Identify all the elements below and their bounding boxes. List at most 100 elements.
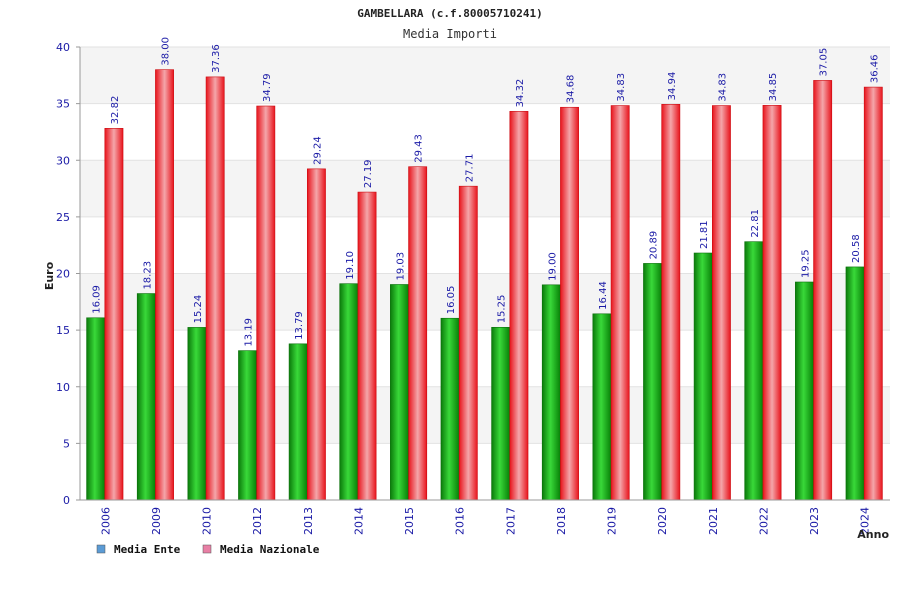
x-tick-label: 2019 bbox=[606, 507, 619, 535]
bar-media-ente-2013 bbox=[288, 343, 308, 501]
value-label: 15.25 bbox=[497, 295, 508, 324]
bar-media-ente-2009 bbox=[136, 293, 156, 501]
bar-media-nazionale-2012 bbox=[256, 105, 276, 501]
y-tick-label: 35 bbox=[56, 98, 70, 111]
bar-media-ente-2017 bbox=[491, 326, 511, 501]
value-label: 19.10 bbox=[345, 251, 356, 280]
x-axis-label: Anno bbox=[857, 528, 889, 541]
x-tick-label: 2006 bbox=[99, 507, 112, 535]
value-label: 36.46 bbox=[869, 54, 880, 83]
value-label: 34.79 bbox=[262, 73, 273, 102]
value-label: 29.43 bbox=[414, 134, 425, 163]
legend: Media Ente Media Nazionale bbox=[96, 543, 320, 556]
x-tick-label: 2021 bbox=[707, 507, 720, 535]
value-label: 19.00 bbox=[547, 252, 558, 281]
bar-media-ente-2015 bbox=[390, 284, 409, 501]
x-tick-label: 2012 bbox=[251, 507, 264, 535]
x-tick-label: 2014 bbox=[352, 507, 365, 535]
y-axis-label: Euro bbox=[43, 261, 56, 290]
bar-media-ente-2016 bbox=[440, 317, 460, 501]
value-label: 22.81 bbox=[750, 209, 761, 238]
bar-media-ente-2021 bbox=[693, 252, 713, 501]
value-label: 13.79 bbox=[294, 311, 305, 340]
y-tick-label: 40 bbox=[56, 41, 70, 54]
x-tick-label: 2024 bbox=[859, 507, 872, 535]
chart-subtitle: Media Importi bbox=[403, 27, 497, 41]
value-label: 16.05 bbox=[446, 286, 457, 315]
bar-media-nazionale-2009 bbox=[155, 69, 174, 501]
bar-media-nazionale-2023 bbox=[813, 80, 833, 501]
bar-media-nazionale-2020 bbox=[661, 104, 681, 501]
bar-media-ente-2019 bbox=[592, 313, 612, 501]
bar-media-ente-2022 bbox=[744, 241, 764, 501]
value-label: 34.32 bbox=[515, 79, 526, 108]
legend-swatch-media-ente bbox=[96, 544, 106, 554]
bar-media-nazionale-2018 bbox=[560, 106, 579, 501]
value-labels: 16.09 32.82 18.23 38.00 15.24 37.36 13.19 34.79… bbox=[92, 37, 881, 347]
bar-media-nazionale-2013 bbox=[307, 168, 326, 501]
y-tick-label: 15 bbox=[56, 324, 70, 337]
x-tick-label: 2015 bbox=[403, 507, 416, 535]
bar-media-nazionale-2022 bbox=[762, 105, 782, 501]
x-tick-label: 2022 bbox=[757, 507, 770, 535]
value-label: 18.23 bbox=[142, 261, 153, 290]
bar-media-nazionale-2017 bbox=[509, 111, 529, 501]
bar-media-ente-2014 bbox=[339, 283, 359, 501]
value-label: 19.25 bbox=[800, 249, 811, 278]
bar-media-ente-2023 bbox=[795, 281, 814, 501]
value-label: 34.68 bbox=[566, 75, 577, 104]
bar-media-ente-2024 bbox=[845, 266, 865, 501]
bar-media-ente-2012 bbox=[238, 350, 257, 501]
value-label: 16.09 bbox=[92, 285, 103, 314]
value-label: 21.81 bbox=[699, 220, 710, 249]
x-tick-label: 2017 bbox=[504, 507, 517, 535]
x-tick-label: 2020 bbox=[656, 507, 669, 535]
x-axis-ticks: 2006 2009 2010 2012 2013 2014 2015 2016 2017 2018… bbox=[99, 507, 871, 535]
x-tick-label: 2016 bbox=[454, 507, 467, 535]
bar-media-nazionale-2016 bbox=[458, 185, 478, 501]
x-tick-label: 2018 bbox=[555, 507, 568, 535]
value-label: 38.00 bbox=[161, 37, 172, 66]
bar-media-nazionale-2021 bbox=[712, 105, 731, 501]
y-tick-label: 10 bbox=[56, 381, 70, 394]
x-tick-label: 2013 bbox=[302, 507, 315, 535]
x-tick-label: 2009 bbox=[150, 507, 163, 535]
y-tick-label: 30 bbox=[56, 154, 70, 167]
value-label: 13.19 bbox=[244, 318, 255, 347]
y-tick-label: 20 bbox=[56, 268, 70, 281]
bar-media-ente-2006 bbox=[86, 317, 106, 501]
legend-label-media-nazionale: Media Nazionale bbox=[220, 543, 320, 556]
legend-swatch-media-nazionale bbox=[202, 544, 212, 554]
value-label: 29.24 bbox=[312, 136, 323, 165]
y-axis-ticks: 0 5 10 15 20 25 30 35 40 bbox=[56, 41, 80, 507]
bar-media-nazionale-2006 bbox=[104, 128, 124, 501]
bar-media-nazionale-2024 bbox=[863, 86, 883, 501]
value-label: 20.58 bbox=[851, 234, 862, 263]
value-label: 34.83 bbox=[717, 73, 728, 102]
y-tick-label: 25 bbox=[56, 211, 70, 224]
legend-label-media-ente: Media Ente bbox=[114, 543, 181, 556]
value-label: 34.83 bbox=[616, 73, 627, 102]
bar-media-nazionale-2014 bbox=[357, 191, 377, 501]
value-label: 34.85 bbox=[768, 73, 779, 102]
value-label: 15.24 bbox=[193, 295, 204, 324]
bar-media-nazionale-2015 bbox=[408, 166, 428, 501]
value-label: 20.89 bbox=[649, 231, 660, 260]
bar-media-ente-2018 bbox=[541, 284, 561, 501]
value-label: 34.94 bbox=[667, 72, 678, 101]
y-tick-label: 0 bbox=[63, 494, 70, 507]
value-label: 32.82 bbox=[110, 96, 121, 125]
bar-media-nazionale-2010 bbox=[205, 76, 225, 501]
y-tick-label: 5 bbox=[63, 437, 70, 450]
value-label: 27.19 bbox=[363, 159, 374, 188]
bar-media-ente-2020 bbox=[643, 263, 662, 501]
x-tick-label: 2010 bbox=[201, 507, 214, 535]
value-label: 27.71 bbox=[464, 154, 475, 183]
bar-media-nazionale-2019 bbox=[610, 105, 630, 501]
value-label: 16.44 bbox=[598, 281, 609, 310]
x-tick-label: 2023 bbox=[808, 507, 821, 535]
value-label: 37.36 bbox=[211, 44, 222, 73]
bar-media-ente-2010 bbox=[187, 327, 207, 501]
value-label: 19.03 bbox=[395, 252, 406, 281]
